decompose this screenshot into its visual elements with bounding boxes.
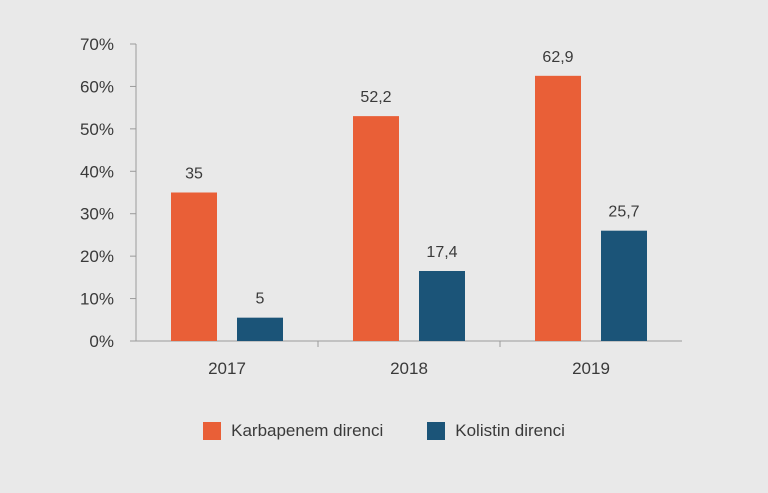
data-label: 17,4 — [426, 244, 457, 261]
data-label: 25,7 — [608, 204, 639, 221]
bars — [171, 75, 647, 342]
bar — [419, 270, 465, 341]
bar — [535, 75, 581, 342]
y-tick-label: 30% — [80, 205, 114, 224]
legend-label-kolistin: Kolistin direnci — [455, 421, 565, 440]
y-tick-label: 10% — [80, 290, 114, 309]
legend-swatch-kolistin — [427, 422, 446, 440]
data-label: 35 — [185, 166, 203, 183]
x-tick-label: 2019 — [572, 359, 610, 378]
y-tick-label: 0% — [89, 332, 114, 351]
labels: 35 5 52,2 17,4 62,9 25,7 — [185, 49, 640, 308]
y-tick-label: 60% — [80, 77, 114, 96]
legend-swatch-karbapenem — [203, 422, 222, 440]
legend-label-karbapenem: Karbapenem direnci — [231, 421, 384, 440]
bar — [237, 317, 283, 341]
x-tick-label: 2018 — [390, 359, 428, 378]
x-tick-label: 2017 — [208, 359, 246, 378]
legend-item-karbapenem: Karbapenem direnci — [203, 421, 383, 441]
y-tick-label: 40% — [80, 162, 114, 181]
bar — [171, 192, 217, 341]
legend: Karbapenem direnci Kolistin direnci — [0, 421, 768, 441]
y-tick-label: 50% — [80, 120, 114, 139]
axes: 0% 10% 20% 30% 40% 50% 60% 70% 2017 2018 2019 — [80, 35, 682, 378]
y-tick-label: 70% — [80, 35, 114, 54]
legend-item-kolistin: Kolistin direnci — [427, 421, 565, 441]
data-label: 5 — [256, 291, 265, 308]
data-label: 62,9 — [542, 49, 573, 66]
bar — [353, 116, 399, 341]
bar — [601, 230, 647, 341]
data-label: 52,2 — [360, 89, 391, 106]
y-tick-label: 20% — [80, 247, 114, 266]
